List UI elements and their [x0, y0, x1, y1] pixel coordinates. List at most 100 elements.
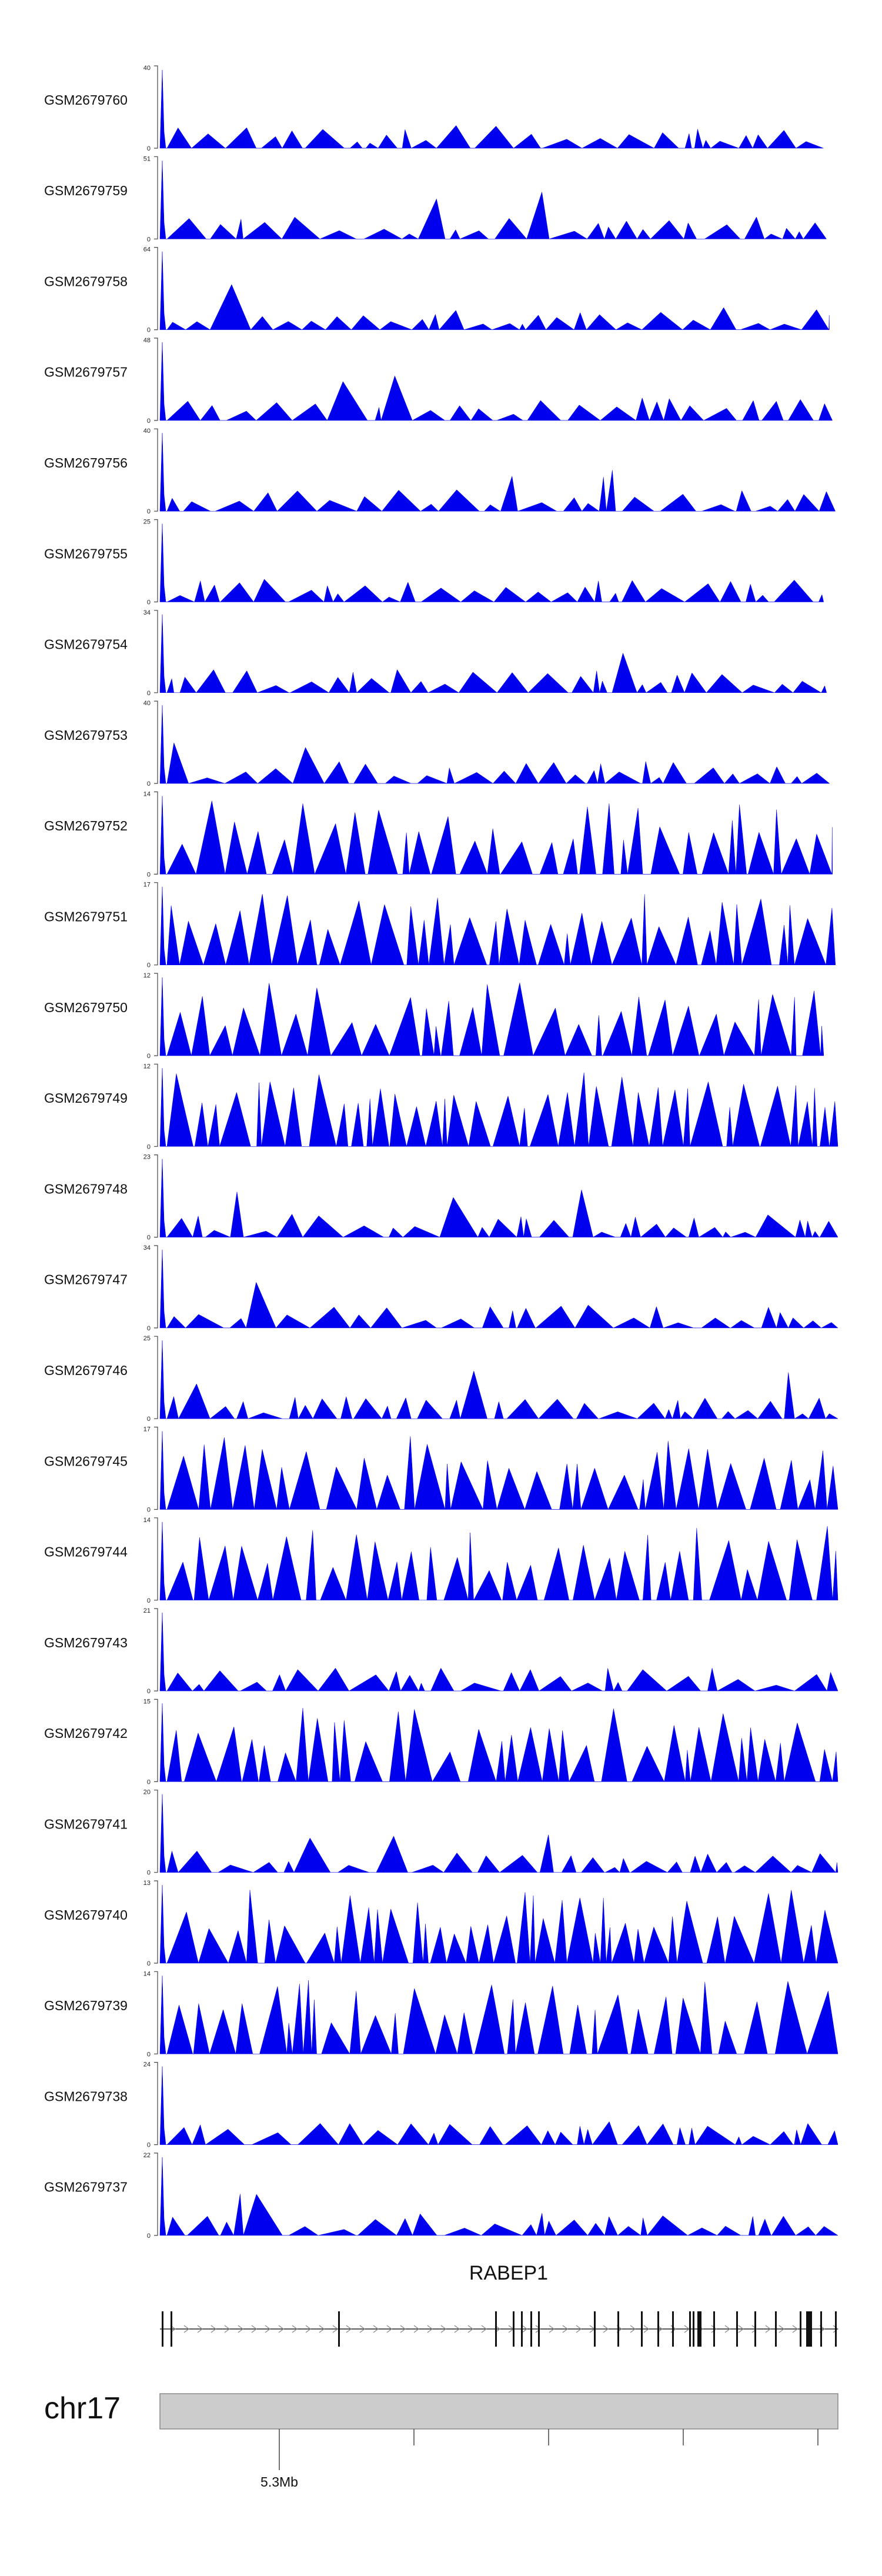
y-max-label: 34 [143, 609, 151, 616]
coverage-track: GSM2679744 14 0 [44, 1517, 838, 1604]
track-label: GSM2679741 [44, 1817, 128, 1832]
exon [713, 2311, 715, 2347]
coverage-area [159, 161, 827, 240]
y-min-label: 0 [147, 2233, 151, 2240]
y-min-label: 0 [147, 1870, 151, 1877]
y-min-label: 0 [147, 508, 151, 515]
track-label: GSM2679748 [44, 1181, 128, 1196]
y-min-label: 0 [147, 327, 151, 334]
track-label: GSM2679738 [44, 2088, 128, 2104]
strand-chevron [224, 2325, 230, 2333]
coverage-track: GSM2679739 14 0 [44, 1970, 838, 2058]
strand-chevron [197, 2325, 203, 2333]
coverage-area [159, 1884, 838, 1964]
track-label: GSM2679737 [44, 2180, 128, 2195]
y-axis [154, 65, 158, 149]
y-min-label: 0 [147, 1416, 151, 1423]
y-axis [154, 1063, 158, 1147]
y-min-label: 0 [147, 1507, 151, 1514]
y-axis [154, 1880, 158, 1964]
coverage-track: GSM2679745 17 0 [44, 1426, 838, 1514]
coverage-track: GSM2679750 12 0 [44, 972, 824, 1060]
y-max-label: 20 [143, 1789, 151, 1796]
coverage-area [159, 1159, 838, 1238]
x-tick-label: 5.3Mb [260, 2474, 298, 2490]
strand-chevron [522, 2325, 528, 2333]
chromosome-label: chr17 [44, 2391, 121, 2425]
strand-chevron [481, 2325, 487, 2333]
track-label: GSM2679749 [44, 1090, 128, 1106]
coverage-area [159, 342, 833, 421]
coverage-track: GSM2679751 17 0 [44, 882, 836, 969]
coverage-track: GSM2679747 34 0 [44, 1244, 838, 1332]
strand-chevron [724, 2325, 731, 2333]
chromosome-bar [159, 2393, 838, 2430]
y-min-label: 0 [147, 962, 151, 969]
coverage-area [159, 523, 824, 603]
strand-chevron [183, 2325, 190, 2333]
y-max-label: 40 [143, 428, 151, 435]
y-axis [154, 973, 158, 1056]
y-max-label: 17 [143, 882, 151, 889]
exon [495, 2311, 497, 2347]
strand-chevron [359, 2325, 366, 2333]
y-max-label: 12 [143, 1063, 151, 1070]
coverage-area [159, 69, 824, 149]
track-label: GSM2679747 [44, 1272, 128, 1287]
exon [810, 2311, 812, 2347]
exon [594, 2311, 596, 2347]
strand-chevron [373, 2325, 379, 2333]
coverage-area [159, 1613, 838, 1691]
y-axis [154, 1245, 158, 1329]
y-min-label: 0 [147, 1325, 151, 1332]
exon [754, 2311, 756, 2347]
chromosome-axis-track: chr17 5.3Mb [44, 2391, 838, 2490]
y-max-label: 12 [143, 972, 151, 979]
coverage-area [159, 1249, 838, 1329]
exon [736, 2311, 738, 2347]
coverage-area [159, 1431, 838, 1510]
strand-chevron [265, 2325, 271, 2333]
y-max-label: 51 [143, 155, 151, 162]
exon [617, 2311, 619, 2347]
coverage-area [159, 1340, 838, 1419]
coverage-area [159, 1068, 838, 1147]
coverage-area [159, 1521, 838, 1601]
strand-chevron [319, 2325, 325, 2333]
coverage-area [159, 1794, 838, 1873]
track-label: GSM2679745 [44, 1453, 128, 1469]
y-max-label: 24 [143, 2061, 151, 2068]
exon [689, 2311, 691, 2347]
coverage-track: GSM2679754 34 0 [44, 609, 827, 697]
y-axis [154, 1426, 158, 1510]
track-label: GSM2679743 [44, 1635, 128, 1650]
y-min-label: 0 [147, 1053, 151, 1060]
y-max-label: 21 [143, 1607, 151, 1614]
strand-chevron [292, 2325, 298, 2333]
y-axis [154, 1790, 158, 1873]
track-label: GSM2679756 [44, 455, 128, 471]
strand-chevron [211, 2325, 217, 2333]
gene-model-track: RABEP1 [160, 2262, 839, 2347]
strand-chevron [251, 2325, 258, 2333]
coverage-track: GSM2679740 13 0 [44, 1880, 838, 1967]
coverage-area [159, 2157, 838, 2236]
exon [697, 2311, 701, 2347]
y-axis [154, 156, 158, 239]
track-label: GSM2679758 [44, 273, 128, 289]
y-axis [154, 338, 158, 421]
y-max-label: 13 [143, 1880, 151, 1887]
exon [835, 2311, 837, 2347]
y-max-label: 40 [143, 65, 151, 72]
y-axis [154, 519, 158, 603]
y-axis [154, 1971, 158, 2054]
strand-chevron [643, 2325, 650, 2333]
y-min-label: 0 [147, 1688, 151, 1695]
track-label: GSM2679755 [44, 546, 128, 561]
y-max-label: 48 [143, 337, 151, 344]
strand-chevron [779, 2325, 785, 2333]
strand-chevron [238, 2325, 244, 2333]
coverage-track: GSM2679756 40 0 [44, 428, 836, 515]
track-label: GSM2679759 [44, 183, 128, 198]
